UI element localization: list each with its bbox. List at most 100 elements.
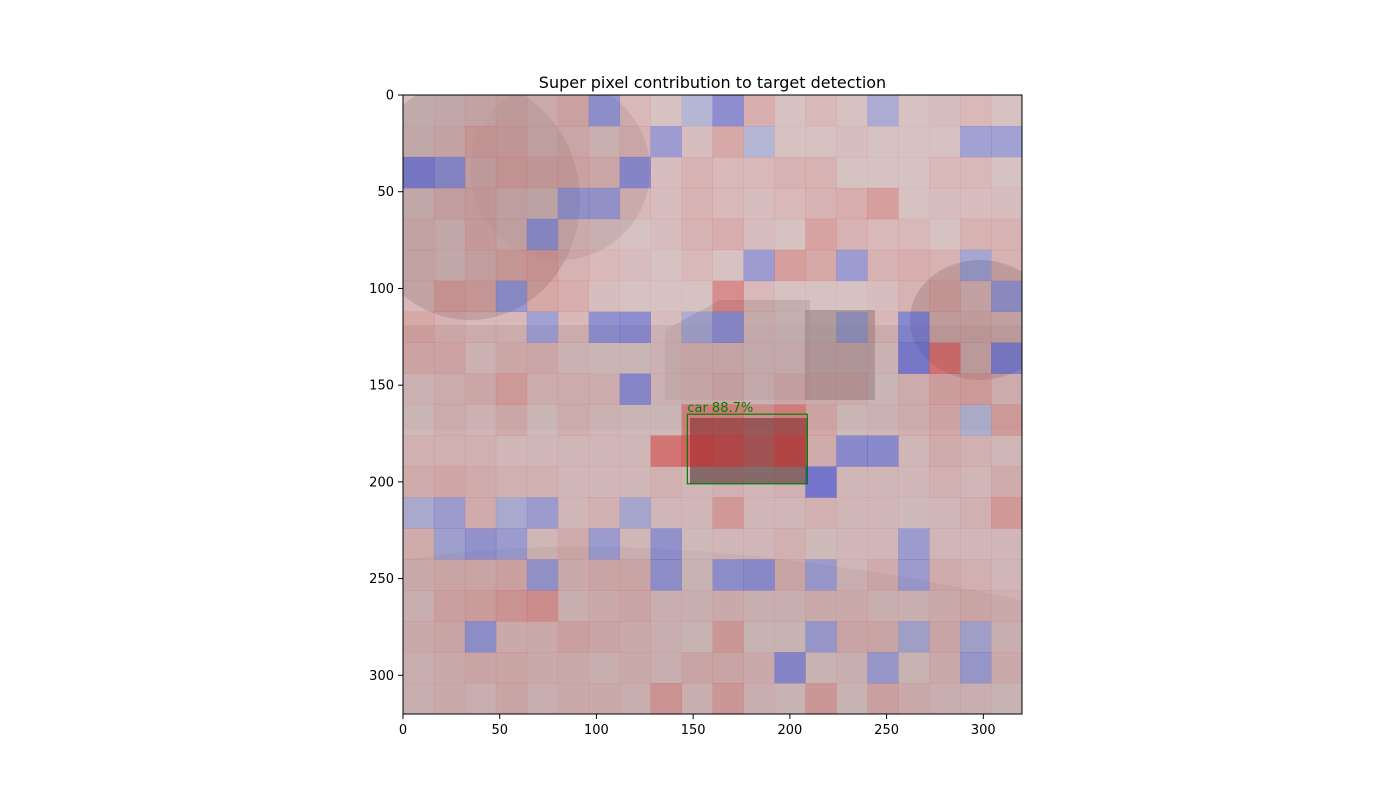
superpixel-cell — [712, 218, 744, 251]
superpixel-cell — [991, 466, 1022, 498]
superpixel-cell — [929, 373, 961, 405]
superpixel-cell — [867, 218, 899, 251]
superpixel-cell — [650, 466, 682, 498]
superpixel-cell — [836, 528, 868, 560]
superpixel-cell — [650, 435, 682, 467]
superpixel-cell — [805, 218, 837, 251]
superpixel-cell — [805, 373, 837, 405]
superpixel-cell — [991, 156, 1022, 189]
superpixel-cell — [898, 249, 930, 282]
superpixel-cell — [991, 559, 1022, 591]
x-axis: 0 50 100 150 200 250 300 — [399, 714, 996, 738]
superpixel-cell — [712, 187, 744, 220]
superpixel-cell — [743, 683, 775, 714]
superpixel-cell — [557, 311, 590, 343]
superpixel-cell — [495, 404, 528, 436]
superpixel-cell — [650, 621, 682, 653]
superpixel-cell — [464, 497, 497, 529]
superpixel-cell — [403, 590, 435, 622]
superpixel-cell — [650, 373, 682, 405]
superpixel-cell — [805, 621, 837, 653]
superpixel-cell — [805, 404, 837, 436]
superpixel-cell — [991, 528, 1022, 560]
superpixel-cell — [681, 559, 713, 591]
superpixel-cell — [712, 652, 744, 684]
superpixel-cell — [867, 125, 899, 158]
superpixel-cell — [403, 280, 435, 313]
superpixel-cell — [774, 187, 806, 220]
superpixel-cell — [929, 187, 961, 220]
superpixel-cell — [495, 342, 528, 374]
superpixel-cell — [619, 652, 651, 684]
superpixel-cell — [619, 342, 651, 374]
superpixel-cell — [836, 125, 868, 158]
superpixel-cell — [681, 311, 713, 343]
superpixel-cell — [557, 621, 590, 653]
superpixel-cell — [836, 373, 868, 405]
superpixel-cell — [588, 342, 621, 374]
superpixel-cell — [526, 311, 559, 343]
superpixel-cell — [805, 156, 837, 189]
superpixel-cell — [991, 95, 1022, 127]
superpixel-cell — [557, 187, 590, 220]
superpixel-cell — [619, 125, 651, 158]
superpixel-cell — [588, 497, 621, 529]
superpixel-cell — [743, 404, 775, 436]
superpixel-cell — [712, 528, 744, 560]
superpixel-cell — [743, 590, 775, 622]
superpixel-cell — [867, 683, 899, 714]
superpixel-cell — [588, 218, 621, 251]
superpixel-cell — [464, 218, 497, 251]
superpixel-cell — [898, 590, 930, 622]
superpixel-cell — [836, 311, 868, 343]
superpixel-cell — [588, 125, 621, 158]
superpixel-cell — [991, 218, 1022, 251]
superpixel-cell — [681, 590, 713, 622]
superpixel-cell — [898, 652, 930, 684]
superpixel-cell — [526, 125, 559, 158]
superpixel-cell — [403, 218, 435, 251]
superpixel-cell — [836, 559, 868, 591]
superpixel-cell — [557, 466, 590, 498]
superpixel-cell — [991, 652, 1022, 684]
superpixel-cell — [774, 249, 806, 282]
superpixel-cell — [650, 218, 682, 251]
superpixel-cell — [433, 683, 466, 714]
superpixel-cell — [403, 187, 435, 220]
superpixel-cell — [495, 311, 528, 343]
superpixel-cell — [836, 249, 868, 282]
superpixel-cell — [588, 652, 621, 684]
superpixel-cell — [526, 528, 559, 560]
superpixel-cell — [588, 559, 621, 591]
superpixel-cell — [960, 559, 992, 591]
y-axis: 0 50 100 150 200 250 300 — [369, 89, 403, 684]
superpixel-cell — [867, 466, 899, 498]
superpixel-cell — [495, 497, 528, 529]
chart-title: Super pixel contribution to target detec… — [539, 73, 886, 92]
superpixel-cell — [433, 590, 466, 622]
superpixel-cell — [681, 218, 713, 251]
superpixel-cell — [867, 590, 899, 622]
superpixel-cell — [836, 156, 868, 189]
superpixel-cell — [464, 528, 497, 560]
superpixel-cell — [495, 683, 528, 714]
superpixel-cell — [557, 652, 590, 684]
superpixel-cell — [805, 590, 837, 622]
superpixel-cell — [403, 404, 435, 436]
y-tick-label: 250 — [369, 572, 394, 587]
y-tick-label: 100 — [369, 282, 394, 297]
x-tick-label: 0 — [399, 723, 407, 738]
superpixel-cell — [774, 311, 806, 343]
superpixel-cell — [526, 342, 559, 374]
superpixel-cell — [619, 497, 651, 529]
superpixel-cell — [650, 311, 682, 343]
superpixel-cell — [929, 156, 961, 189]
superpixel-cell — [495, 187, 528, 220]
superpixel-cell — [650, 249, 682, 282]
x-tick-label: 200 — [777, 723, 802, 738]
superpixel-cell — [464, 342, 497, 374]
superpixel-cell — [867, 156, 899, 189]
superpixel-cell — [650, 404, 682, 436]
superpixel-cell — [960, 156, 992, 189]
superpixel-cell — [898, 466, 930, 498]
